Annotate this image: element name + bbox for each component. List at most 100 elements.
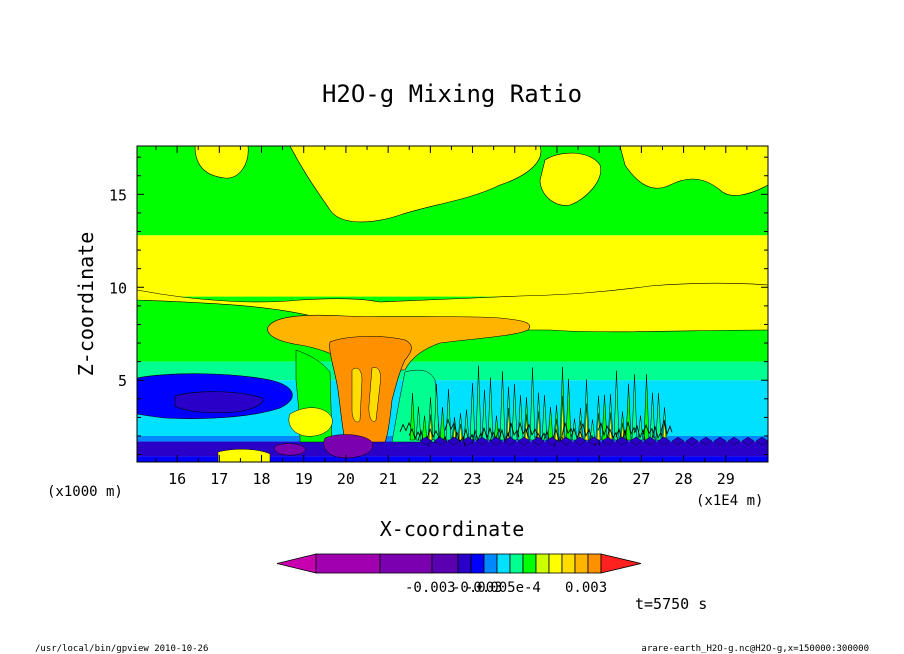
noise-diamond [489, 436, 503, 446]
colorbar-swatch [315, 553, 381, 574]
noise-diamond [685, 436, 699, 446]
noise-diamond [461, 436, 475, 446]
colorbar-label: -0.003 [405, 580, 456, 596]
colorbar-swatch [496, 553, 511, 574]
plot-frame [136, 145, 769, 463]
noise-diamond [741, 436, 755, 446]
y-tick-label: 10 [109, 279, 127, 297]
y-tick-label: 5 [118, 372, 127, 390]
upper-yellow-blob [619, 146, 768, 196]
colorbar-label: -0.005e-4 [465, 580, 541, 596]
colorbar-labels: -0.003 -0.003 -0.005e-4 0.003 [405, 580, 607, 596]
plot-area [137, 146, 768, 462]
colorbar-swatch [574, 553, 589, 574]
spike [529, 367, 536, 441]
x-axis-label: X-coordinate [380, 517, 525, 541]
noise-diamond [755, 436, 768, 446]
noise-mark [597, 422, 610, 437]
x-tick-label: 23 [464, 470, 482, 488]
noise-mark [570, 427, 583, 440]
noise-diamond [545, 436, 559, 446]
noise-diamond [559, 436, 573, 446]
x-tick-label: 17 [210, 470, 228, 488]
x-axis: 16 17 18 19 20 21 22 23 24 25 26 27 28 29 [155, 146, 748, 488]
noise-diamond [447, 436, 461, 446]
noise-diamond [699, 436, 713, 446]
x-tick-label: 25 [548, 470, 566, 488]
colorbar-swatch [587, 553, 602, 574]
noise-diamond [671, 436, 685, 446]
noise-diamond [727, 436, 741, 446]
upper-yellow-blob [289, 146, 542, 223]
y-tick-label: 15 [109, 186, 127, 204]
colorbar-swatch [522, 553, 537, 574]
footer-right: arare-earth_H2O-g.nc@H2O-g,x=150000:3000… [641, 644, 869, 654]
noise-mark [426, 427, 439, 441]
x-tick-label: 28 [675, 470, 693, 488]
chart-title: H2O-g Mixing Ratio [322, 80, 582, 108]
noise-mark [651, 426, 664, 440]
colorbar-swatch [431, 553, 459, 574]
noise-mark [399, 421, 412, 433]
noise-diamond [419, 436, 433, 446]
noise-diamond [615, 436, 629, 446]
footer-left: /usr/local/bin/gpview 2010-10-26 [35, 644, 208, 654]
x-tick-label: 18 [252, 470, 270, 488]
colorbar-label: 0.003 [565, 580, 607, 596]
colorbar-swatch [379, 553, 433, 574]
noise-diamond [503, 436, 517, 446]
colorbar-swatch [548, 553, 563, 574]
x-tick-label: 27 [632, 470, 650, 488]
surface-purple-pocket [323, 434, 374, 459]
noise-diamond [643, 436, 657, 446]
noise-diamond [475, 436, 489, 446]
spike-inner [584, 403, 589, 441]
x-tick-label: 21 [379, 470, 397, 488]
colorbar-swatch [509, 553, 524, 574]
x-tick-label: 29 [717, 470, 735, 488]
surface-purple-pocket [274, 443, 306, 456]
updraft-inner-yellow [351, 367, 363, 423]
noise-mark [552, 427, 565, 443]
noise-mark [408, 427, 421, 440]
colorbar-swatch [535, 553, 550, 574]
noise-diamond [629, 436, 643, 446]
x-unit-left: (x1000 m) [47, 484, 123, 500]
x-tick-label: 20 [337, 470, 355, 488]
upper-yellow-blob [539, 152, 602, 206]
noise-mark [561, 422, 574, 436]
colorbar [276, 553, 642, 574]
updraft-inner-yellow [368, 367, 381, 422]
lower-yellow-patch [217, 449, 271, 462]
spike [445, 389, 452, 441]
y-axis-label: Z-coordinate [74, 232, 98, 377]
noise-mark [444, 418, 457, 431]
colorbar-swatch [561, 553, 576, 574]
noise-diamond [433, 436, 447, 446]
noise-mark [633, 424, 646, 441]
spike [541, 395, 548, 441]
noise-mark [624, 421, 637, 436]
x-tick-label: 16 [168, 470, 186, 488]
x-unit-right: (x1E4 m) [696, 493, 763, 509]
spike-inner [458, 423, 463, 441]
time-label: t=5750 s [635, 595, 707, 613]
noise-diamond [713, 436, 727, 446]
contour-features [137, 146, 768, 462]
surface-noise [399, 418, 768, 447]
x-tick-label: 22 [421, 470, 439, 488]
noise-diamond [657, 436, 671, 446]
colorbar-swatch [470, 553, 485, 574]
noise-diamond [517, 436, 531, 446]
lower-yellow-patch [288, 407, 333, 437]
colorbar-arrow-left [276, 553, 317, 574]
colorbar-arrow-right [600, 553, 642, 574]
contour-band [137, 456, 768, 462]
noise-mark [579, 422, 592, 438]
x-tick-label: 19 [295, 470, 313, 488]
noise-mark [642, 423, 655, 439]
spike [409, 393, 416, 441]
noise-diamond [587, 436, 601, 446]
noise-diamond [601, 436, 615, 446]
